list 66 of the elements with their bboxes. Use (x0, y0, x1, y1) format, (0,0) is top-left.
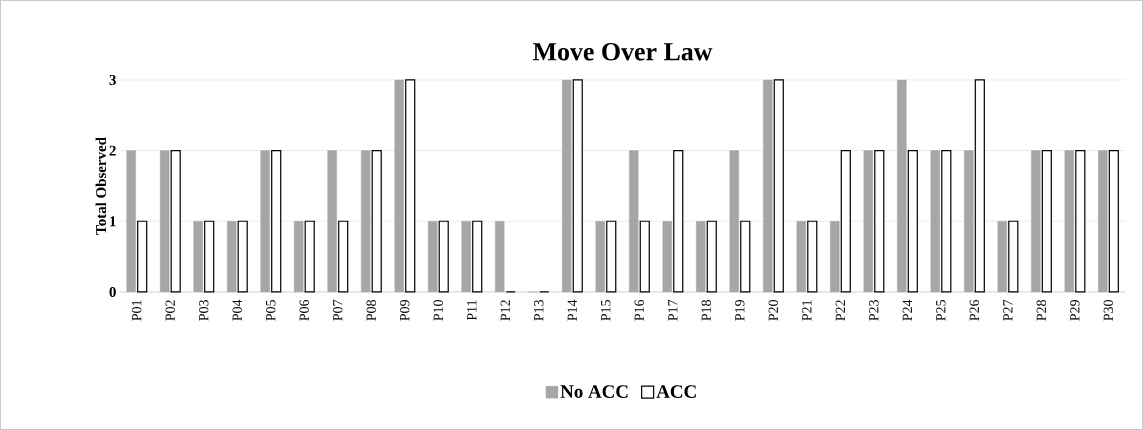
y-tick-label: 0 (109, 286, 116, 298)
x-tick-label: P22 (835, 300, 845, 321)
bar (237, 220, 248, 293)
x-tick-label: P10 (433, 300, 443, 321)
x-tick-label: P09 (400, 300, 410, 321)
legend-label: ACC (656, 385, 696, 398)
bar (1108, 150, 1119, 293)
bar (137, 220, 148, 293)
y-tick-label: 2 (109, 145, 116, 156)
x-tick-label: P25 (936, 300, 946, 321)
x-tick-label: P20 (768, 300, 778, 321)
bar (1041, 150, 1052, 293)
bar (773, 79, 784, 293)
x-tick-label: P24 (902, 299, 912, 321)
x-tick-label: P01 (131, 300, 142, 321)
x-tick-label: P21 (802, 300, 812, 321)
bar (874, 150, 885, 293)
x-tick-label: P28 (1036, 300, 1047, 321)
bar (673, 150, 684, 293)
x-tick-label: P14 (567, 299, 577, 321)
x-tick-label: P06 (299, 299, 309, 321)
x-tick-label: P07 (333, 299, 343, 321)
x-tick-label: P23 (869, 300, 879, 321)
bar (338, 220, 349, 293)
bar (606, 220, 617, 293)
x-tick-label: P15 (601, 300, 611, 321)
x-tick-label: P17 (668, 299, 678, 321)
bar (639, 220, 650, 293)
x-tick-label: P29 (1070, 300, 1080, 321)
bar (271, 150, 282, 293)
bar (941, 150, 952, 293)
bar (706, 220, 717, 293)
x-tick-label: P05 (265, 300, 276, 321)
x-tick-label: P08 (366, 300, 376, 321)
bar (1075, 150, 1086, 293)
bar (1008, 220, 1019, 293)
bar (974, 79, 985, 293)
x-tick-label: P27 (1003, 299, 1013, 321)
x-tick-label: P18 (701, 300, 711, 321)
bar (304, 220, 315, 293)
bar (405, 79, 416, 293)
y-axis-title: Total Observed (95, 137, 107, 235)
x-tick-label: P26 (969, 299, 979, 321)
legend-label: No ACC (560, 385, 628, 398)
bar (840, 150, 851, 293)
bar (170, 150, 181, 293)
bar (740, 220, 751, 293)
chart-title: Move Over Law (533, 43, 713, 61)
bar (807, 220, 818, 293)
x-tick-label: P30 (1103, 300, 1114, 321)
x-tick-label: P04 (232, 299, 242, 321)
bar (204, 220, 215, 293)
x-tick-label: P12 (500, 300, 510, 321)
bar (907, 150, 918, 293)
x-tick-label: P13 (534, 300, 544, 321)
x-tick-label: P11 (467, 300, 477, 321)
y-tick-label: 1 (110, 216, 116, 227)
bar (472, 220, 483, 293)
bar (438, 220, 449, 293)
x-tick-label: P16 (634, 299, 644, 321)
y-tick-label: 3 (109, 74, 116, 85)
bar (371, 150, 382, 293)
x-tick-label: P03 (198, 300, 209, 321)
x-tick-label: P19 (735, 300, 745, 321)
x-tick-label: P02 (165, 300, 175, 321)
bar (572, 79, 583, 293)
